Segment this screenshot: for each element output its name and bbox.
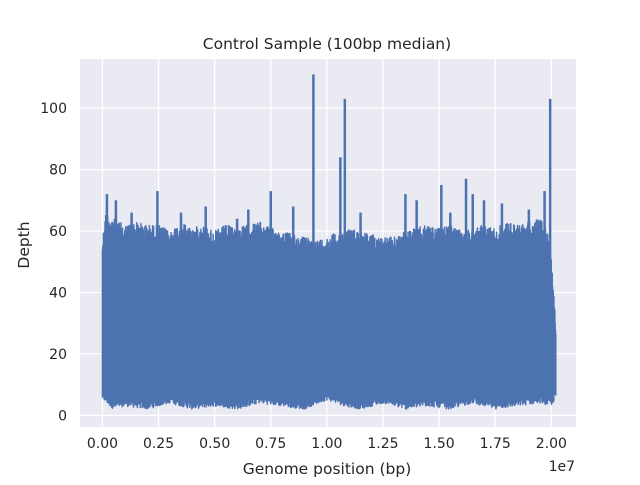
x-tick-label: 0.50 (199, 436, 230, 452)
x-tick-label: 2.00 (536, 436, 567, 452)
y-tick-label: 80 (49, 163, 67, 179)
x-tick-label: 0.75 (255, 436, 286, 452)
depth-series-body (102, 225, 556, 400)
x-tick-label: 1.50 (424, 436, 455, 452)
y-axis-label: Depth (15, 221, 33, 268)
x-tick-label: 1.75 (480, 436, 511, 452)
x-tick-label: 0.25 (143, 436, 174, 452)
y-tick-label: 60 (49, 224, 67, 240)
x-axis-label: Genome position (bp) (243, 460, 412, 478)
y-tick-label: 40 (49, 285, 67, 301)
x-tick-label: 0.00 (87, 436, 118, 452)
series-layer (101, 74, 557, 410)
x-tick-label: 1.00 (311, 436, 342, 452)
y-axis-ticks: 0 20 40 60 80 100 (40, 101, 67, 424)
y-tick-label: 0 (58, 408, 67, 424)
chart-title: Control Sample (100bp median) (203, 35, 451, 53)
x-axis-ticks: 0.00 0.25 0.50 0.75 1.00 1.25 1.50 1.75 2.00 (87, 436, 567, 452)
x-tick-label: 1.25 (367, 436, 398, 452)
x-axis-offset-label: 1e7 (549, 459, 575, 475)
y-tick-label: 20 (49, 347, 67, 363)
y-tick-label: 100 (40, 101, 67, 117)
